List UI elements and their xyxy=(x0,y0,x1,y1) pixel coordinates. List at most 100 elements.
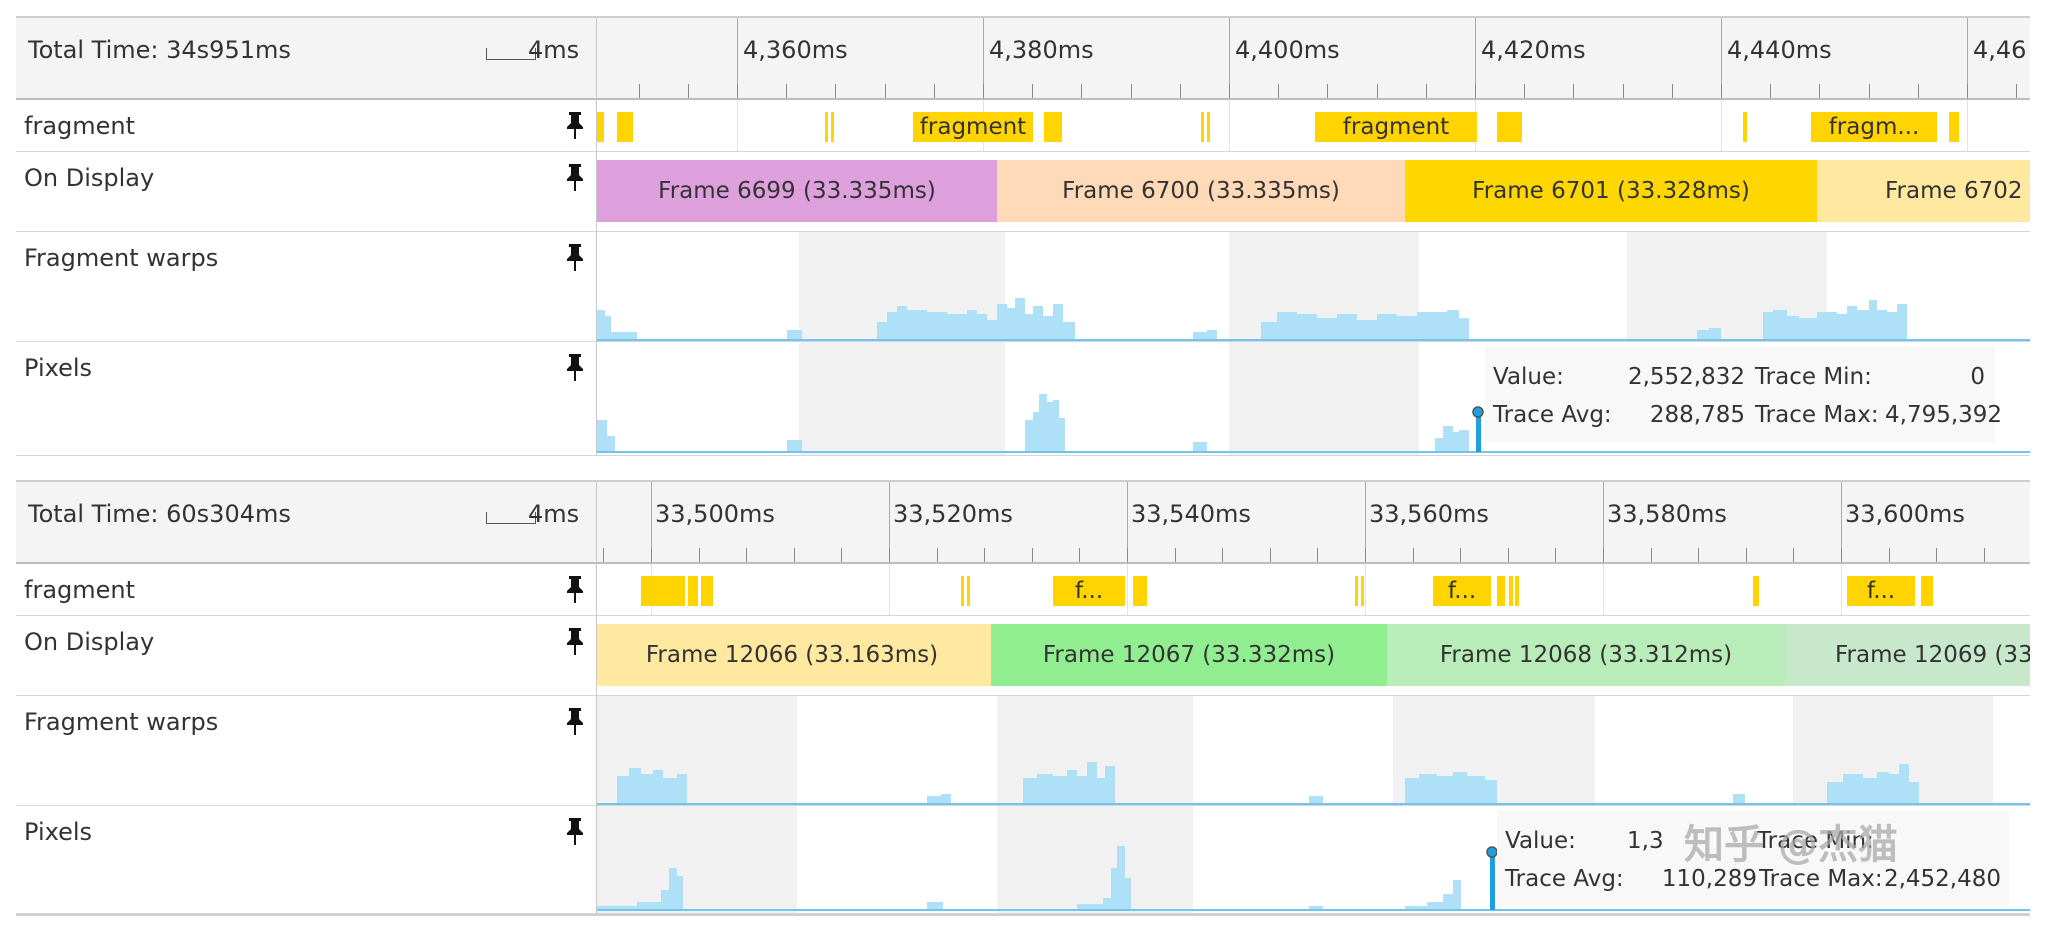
pin-icon[interactable] xyxy=(564,816,586,846)
fragment-slice[interactable] xyxy=(831,112,834,142)
track-fragment-warps[interactable]: Fragment warps xyxy=(16,696,2030,806)
frame-slice[interactable]: Frame 6699 (33.335ms) xyxy=(597,160,997,222)
minor-tick xyxy=(687,84,689,98)
tooltip-max-label: Trace Max: xyxy=(1755,402,1879,428)
ruler-timeline[interactable]: 4,360ms 4,380ms 4,400ms 4,420ms 4,440ms … xyxy=(597,18,2030,98)
pixels-timeline[interactable]: Value: 1,3 Trace Min: Trace Avg: 110,289… xyxy=(597,806,2030,913)
on-display-timeline[interactable]: Frame 12066 (33.163ms) Frame 12067 (33.3… xyxy=(597,616,2030,695)
fragment-warps-timeline[interactable] xyxy=(597,232,2030,341)
pin-icon[interactable] xyxy=(564,110,586,140)
minor-tick xyxy=(1983,548,1985,562)
fragment-slice[interactable] xyxy=(1361,576,1364,606)
selected-sample-marker[interactable] xyxy=(1476,412,1481,452)
track-pixels[interactable]: Pixels Value: 1,3 Trace Min: Trace Avg: … xyxy=(16,806,2030,914)
track-on-display[interactable]: On Display Frame 6699 (33.335ms) Frame 6… xyxy=(16,152,2030,232)
fragment-slice[interactable] xyxy=(1497,576,1505,606)
tick-label: 33,600ms xyxy=(1845,500,1965,528)
fragment-slice[interactable] xyxy=(1509,576,1513,606)
fragment-slice[interactable] xyxy=(1515,576,1519,606)
track-on-display[interactable]: On Display Frame 12066 (33.163ms) Frame … xyxy=(16,616,2030,696)
minor-tick xyxy=(651,548,652,562)
scale-label: 4ms xyxy=(528,36,580,64)
tooltip-avg-label: Trace Avg: xyxy=(1505,866,1624,892)
fragment-slice[interactable] xyxy=(967,576,970,606)
fragment-slice[interactable] xyxy=(1753,576,1759,606)
frame-shade xyxy=(1229,342,1419,455)
fragment-slice-labeled[interactable]: fragm... xyxy=(1811,112,1937,142)
fragment-slice[interactable] xyxy=(597,112,604,142)
pin-icon[interactable] xyxy=(564,574,586,604)
selected-sample-dot[interactable] xyxy=(1472,406,1484,418)
pin-icon[interactable] xyxy=(564,352,586,382)
fragment-timeline[interactable]: fragment fragment fragm... xyxy=(597,100,2030,151)
on-display-timeline[interactable]: Frame 6699 (33.335ms) Frame 6700 (33.335… xyxy=(597,152,2030,231)
gridline xyxy=(1841,564,1842,615)
fragment-slice[interactable] xyxy=(1949,112,1959,142)
track-pixels[interactable]: Pixels Value: 2,552,832 Trace Min: 0 Tra… xyxy=(16,342,2030,456)
fragment-slice-labeled[interactable]: fragment xyxy=(913,112,1033,142)
minor-tick xyxy=(1841,548,1842,562)
pin-icon[interactable] xyxy=(564,626,586,656)
minor-tick xyxy=(1327,84,1329,98)
fragment-slice[interactable] xyxy=(641,576,685,606)
label-column-separator[interactable] xyxy=(596,18,597,456)
fragment-slice[interactable] xyxy=(961,576,964,606)
pin-icon[interactable] xyxy=(564,242,586,272)
fragment-slice[interactable] xyxy=(1497,112,1522,142)
fragment-slice[interactable] xyxy=(617,112,633,142)
fragment-slice-labeled[interactable]: f... xyxy=(1847,576,1915,606)
ruler-timeline[interactable]: 33,500ms 33,520ms 33,540ms 33,560ms 33,5… xyxy=(597,482,2030,562)
fragment-slice[interactable] xyxy=(701,576,713,606)
track-fragment[interactable]: fragment fragment fragment fragm... xyxy=(16,100,2030,152)
minor-tick xyxy=(603,548,605,562)
fragment-slice[interactable] xyxy=(1201,112,1204,142)
gridline xyxy=(1229,100,1230,151)
time-ruler[interactable]: Total Time: 60s304ms 4ms 33,500ms 33,520… xyxy=(16,482,2030,564)
minor-tick xyxy=(1819,84,1821,98)
minor-tick xyxy=(984,548,986,562)
fragment-slice-labeled[interactable]: fragment xyxy=(1315,112,1477,142)
tooltip-avg-label: Trace Avg: xyxy=(1493,402,1612,428)
frame-slice[interactable]: Frame 12068 (33.312ms) xyxy=(1387,624,1785,686)
time-ruler[interactable]: Total Time: 34s951ms 4ms 4,360ms 4,380ms… xyxy=(16,18,2030,100)
pin-icon[interactable] xyxy=(564,162,586,192)
pixels-timeline[interactable]: Value: 2,552,832 Trace Min: 0 Trace Avg:… xyxy=(597,342,2030,455)
selected-sample-dot[interactable] xyxy=(1486,846,1498,858)
pin-icon[interactable] xyxy=(564,706,586,736)
tooltip-min: 0 xyxy=(1970,364,1985,390)
fragment-slice[interactable] xyxy=(688,576,698,606)
value-tooltip: Value: 1,3 Trace Min: Trace Avg: 110,289… xyxy=(1497,810,2009,906)
minor-tick xyxy=(786,84,788,98)
fragment-slice[interactable] xyxy=(1207,112,1210,142)
frame-slice[interactable]: Frame 12066 (33.163ms) xyxy=(597,624,991,686)
fragment-slice-labeled[interactable]: f... xyxy=(1433,576,1491,606)
minor-tick xyxy=(1671,84,1673,98)
trace-panel-1: Total Time: 34s951ms 4ms 4,360ms 4,380ms… xyxy=(16,16,2030,456)
frame-slice[interactable]: Frame 12069 (33 xyxy=(1785,624,2030,686)
minor-tick xyxy=(1222,548,1224,562)
frame-slice[interactable]: Frame 6701 (33.328ms) xyxy=(1405,160,1817,222)
fragment-timeline[interactable]: f... f... f... xyxy=(597,564,2030,615)
label-column-separator[interactable] xyxy=(596,482,597,914)
minor-tick xyxy=(1365,548,1366,562)
scale-bar-icon xyxy=(486,48,536,60)
fragment-slice[interactable] xyxy=(1133,576,1147,606)
fragment-slice[interactable] xyxy=(825,112,828,142)
fragment-warps-timeline[interactable] xyxy=(597,696,2030,805)
frame-slice[interactable]: Frame 12067 (33.332ms) xyxy=(991,624,1387,686)
minor-tick xyxy=(1081,84,1083,98)
fragment-slice-labeled[interactable]: f... xyxy=(1053,576,1125,606)
track-fragment[interactable]: fragment f... f... f... xyxy=(16,564,2030,616)
minor-tick xyxy=(1031,548,1033,562)
frame-slice[interactable]: Frame 6700 (33.335ms) xyxy=(997,160,1405,222)
fragment-slice[interactable] xyxy=(1921,576,1933,606)
selected-sample-marker[interactable] xyxy=(1490,852,1495,910)
fragment-slice[interactable] xyxy=(1044,112,1062,142)
fragment-slice[interactable] xyxy=(1355,576,1358,606)
frame-shade xyxy=(799,342,1005,455)
major-tick xyxy=(1365,482,1366,562)
frame-slice[interactable]: Frame 6702 xyxy=(1817,160,2030,222)
track-fragment-warps[interactable]: Fragment warps xyxy=(16,232,2030,342)
minor-tick xyxy=(1603,548,1604,562)
fragment-slice[interactable] xyxy=(1743,112,1747,142)
